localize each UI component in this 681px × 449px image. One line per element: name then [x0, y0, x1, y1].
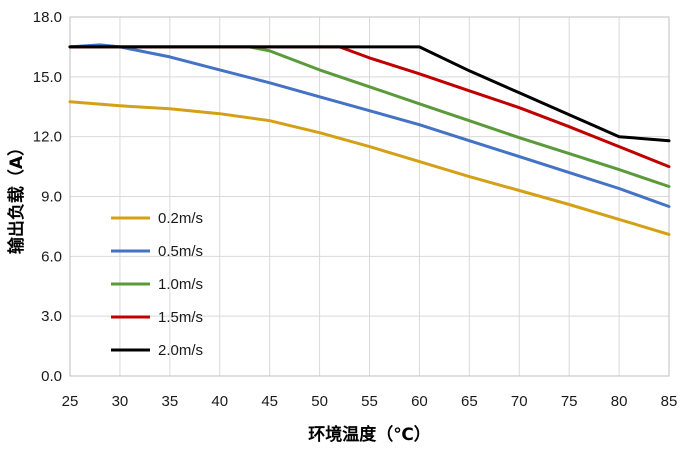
y-tick-label: 0.0 — [41, 368, 62, 385]
x-tick-label: 65 — [461, 393, 478, 410]
x-tick-label: 55 — [361, 393, 378, 410]
legend-label: 1.0m/s — [158, 276, 203, 293]
legend-label: 1.5m/s — [158, 309, 203, 326]
x-tick-label: 60 — [411, 393, 428, 410]
grid — [69, 16, 670, 377]
x-tick-label: 75 — [561, 393, 578, 410]
series-line-0-5m-s — [68, 43, 671, 208]
x-tick-label: 30 — [112, 393, 129, 410]
y-tick-label: 6.0 — [41, 248, 62, 265]
y-tick-label: 9.0 — [41, 189, 62, 206]
x-tick-label: 50 — [311, 393, 328, 410]
legend-label: 0.5m/s — [158, 243, 203, 260]
legend-label: 0.2m/s — [158, 210, 203, 227]
x-tick-label: 40 — [211, 393, 228, 410]
y-tick-label: 3.0 — [41, 308, 62, 325]
x-tick-label: 35 — [161, 393, 178, 410]
legend: 0.2m/s 0.5m/s 1.0m/s 1.5m/s 2.0m/s — [111, 210, 203, 359]
series-line-1-0m-s — [68, 45, 671, 188]
series-line-0-2m-s — [68, 100, 671, 236]
y-tick-label: 15.0 — [33, 69, 62, 86]
x-tick-label: 70 — [511, 393, 528, 410]
axes: 0.0 3.0 6.0 9.0 12.0 15.0 18.0 25 30 35 40 45 50 55 60… — [33, 9, 678, 410]
y-tick-label: 12.0 — [33, 129, 62, 146]
x-tick-label: 45 — [261, 393, 278, 410]
series-line-2-0m-s — [68, 45, 671, 143]
legend-label: 2.0m/s — [158, 342, 203, 359]
x-tick-label: 85 — [661, 393, 678, 410]
plot-border — [69, 16, 670, 377]
y-axis-title: 输出负载（A） — [6, 139, 27, 254]
x-tick-label: 25 — [62, 393, 79, 410]
x-tick-label: 80 — [611, 393, 628, 410]
series-group — [68, 43, 671, 236]
y-tick-label: 18.0 — [33, 9, 62, 26]
series-line-1-5m-s — [68, 45, 671, 169]
x-axis-title: 环境温度（℃） — [308, 424, 431, 444]
